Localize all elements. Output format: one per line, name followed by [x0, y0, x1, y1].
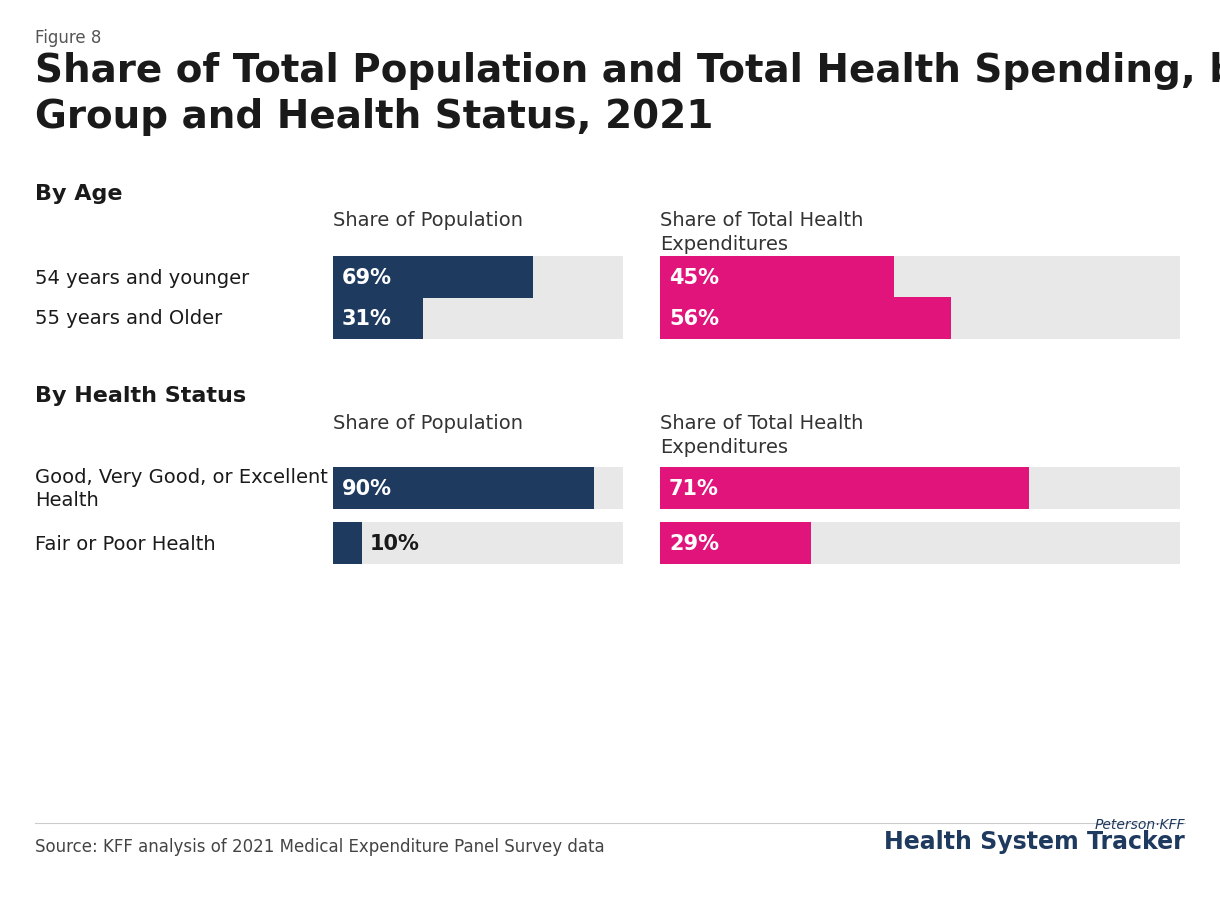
Text: Source: KFF analysis of 2021 Medical Expenditure Panel Survey data: Source: KFF analysis of 2021 Medical Exp… [35, 837, 605, 855]
Text: Share of Total Health
Expenditures: Share of Total Health Expenditures [660, 414, 864, 457]
Text: Health System Tracker: Health System Tracker [884, 829, 1185, 853]
Text: 71%: 71% [669, 479, 719, 498]
Bar [333, 468, 623, 509]
Text: 69%: 69% [342, 267, 392, 288]
Bar [660, 523, 811, 564]
Bar [333, 468, 594, 509]
Bar [333, 298, 423, 340]
Text: 45%: 45% [669, 267, 719, 288]
Text: Share of Population: Share of Population [333, 210, 523, 229]
Text: Good, Very Good, or Excellent
Health: Good, Very Good, or Excellent Health [35, 467, 328, 509]
Text: 10%: 10% [370, 534, 420, 554]
Text: Peterson·KFF: Peterson·KFF [1094, 817, 1185, 831]
Text: 54 years and younger: 54 years and younger [35, 268, 249, 287]
Bar [333, 523, 362, 564]
Text: 90%: 90% [342, 479, 392, 498]
Text: Share of Total Population and Total Health Spending, by Age
Group and Health Sta: Share of Total Population and Total Heal… [35, 52, 1220, 135]
Bar [333, 298, 623, 340]
Text: 31%: 31% [342, 309, 392, 329]
Bar [660, 298, 952, 340]
Bar [660, 468, 1180, 509]
Text: Share of Total Health
Expenditures: Share of Total Health Expenditures [660, 210, 864, 254]
Bar [333, 256, 533, 299]
Bar [660, 256, 894, 299]
Bar [660, 298, 1180, 340]
Text: By Age: By Age [35, 184, 122, 204]
Bar [660, 468, 1030, 509]
Text: 55 years and Older: 55 years and Older [35, 309, 222, 328]
Bar [333, 523, 623, 564]
Bar [333, 256, 623, 299]
Bar [660, 256, 1180, 299]
Text: By Health Status: By Health Status [35, 386, 246, 405]
Text: Share of Population: Share of Population [333, 414, 523, 433]
Text: Fair or Poor Health: Fair or Poor Health [35, 534, 216, 553]
Text: 56%: 56% [669, 309, 719, 329]
Bar [660, 523, 1180, 564]
Text: 29%: 29% [669, 534, 719, 554]
Text: Figure 8: Figure 8 [35, 29, 101, 47]
